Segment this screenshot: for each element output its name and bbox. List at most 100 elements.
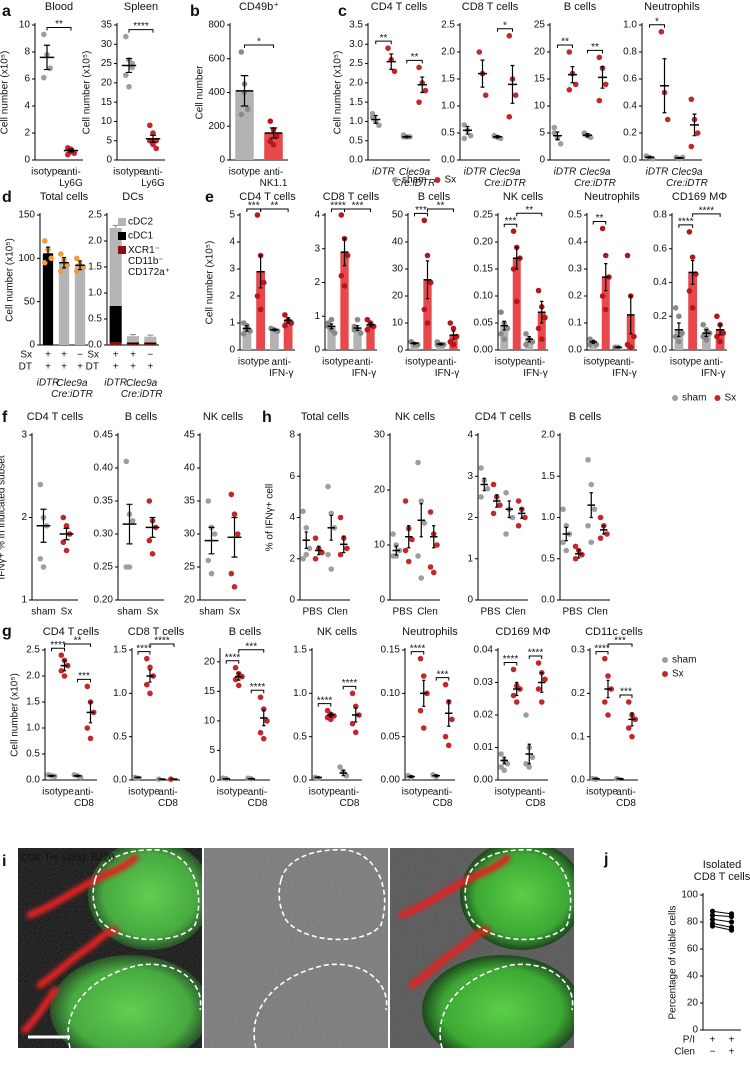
error-bar	[77, 260, 83, 271]
significance-label: ****	[330, 201, 346, 212]
y-axis-label: Cell number (x10⁵)	[5, 238, 16, 322]
x-tick-label: Clec9a Cre:iDTR	[121, 378, 163, 400]
y-tick-label: 1.0	[349, 116, 363, 127]
data-point	[325, 483, 331, 490]
significance-bracket	[607, 643, 633, 647]
y-tick-label: 0.40	[94, 463, 114, 474]
y-tick-label: 1	[21, 595, 27, 606]
data-point	[418, 575, 425, 581]
significance-bracket	[414, 212, 428, 217]
data-point	[349, 720, 356, 727]
y-tick-label: 0.0	[623, 155, 637, 166]
image-tile-merge	[18, 848, 202, 1048]
y-tick-label: 400	[208, 87, 225, 98]
y-tick-label: 45	[184, 430, 196, 441]
data-point	[526, 764, 533, 770]
y-tick-label: 1.5	[26, 697, 40, 708]
bar	[601, 277, 610, 350]
data-point	[585, 456, 591, 463]
significance-label: **	[270, 201, 278, 212]
y-tick-label: 0.6	[623, 74, 637, 85]
error-bar	[465, 125, 470, 135]
panel-letter: i	[2, 853, 6, 870]
x-tick-label: Clec9a Cre:iDTR	[484, 167, 526, 189]
data-point	[498, 309, 504, 316]
bar	[283, 320, 293, 350]
data-point	[482, 92, 489, 98]
chart-title: CD8 T cells	[128, 626, 185, 638]
error-bar	[112, 224, 119, 228]
data-point	[563, 547, 570, 554]
chart-title: B cells	[569, 411, 602, 423]
data-point	[596, 97, 603, 104]
panel-letter: g	[2, 623, 12, 640]
y-tick-label: 0.00	[474, 345, 494, 356]
y-tick-label: 60	[687, 944, 699, 955]
error-bar	[409, 775, 413, 778]
x-tick-label: PBS	[562, 607, 582, 618]
data-point	[591, 506, 598, 513]
data-point	[282, 312, 288, 318]
y-tick-label: 2.5	[349, 58, 363, 69]
data-point	[58, 251, 64, 257]
error-bar	[677, 322, 681, 338]
data-point	[484, 485, 491, 492]
error-bar	[231, 516, 238, 558]
error-bar	[718, 324, 722, 336]
data-point	[61, 673, 68, 679]
y-tick-label: 0.5	[541, 553, 555, 564]
data-point	[146, 537, 153, 544]
data-point	[349, 690, 356, 697]
significance-bracket	[260, 208, 289, 212]
y-axis-label: % of IFNγ+ cell	[265, 484, 276, 552]
y-tick-label: 2.0	[88, 236, 102, 247]
row-value: +	[61, 350, 67, 361]
chart-title: CD4 T cells	[239, 191, 296, 203]
chart-title: B cells	[418, 191, 451, 203]
data-point	[238, 111, 245, 118]
data-point	[676, 338, 682, 345]
y-tick-label: 2.5	[88, 210, 102, 221]
significance-label: ***	[78, 671, 90, 682]
data-point	[709, 912, 716, 918]
data-point	[535, 686, 542, 692]
error-bar	[329, 712, 333, 718]
data-point	[515, 498, 522, 504]
data-point	[300, 555, 306, 562]
significance-bracket	[678, 224, 694, 228]
y-tick-label: 3	[21, 430, 27, 441]
chart-title: B cells	[564, 1, 597, 13]
significance-bracket	[410, 651, 425, 655]
data-point	[331, 330, 338, 336]
error-bar	[692, 113, 697, 137]
significance-label: ***	[505, 216, 517, 227]
data-point	[58, 268, 64, 275]
y-tick-label: 10	[19, 20, 31, 31]
y-tick-label: 35	[184, 496, 196, 507]
y-tick-label: 10	[534, 101, 546, 112]
data-point	[714, 333, 720, 340]
error-bar	[495, 135, 500, 139]
significance-bracket	[427, 208, 454, 212]
significance-label: ***	[352, 201, 364, 212]
data-point	[560, 539, 566, 546]
y-axis-label: Cell number (x10⁵)	[333, 51, 344, 135]
error-bar	[404, 135, 409, 139]
error-bar	[75, 774, 80, 777]
y-tick-label: 8	[24, 47, 30, 58]
data-point	[415, 553, 421, 559]
paired-line	[712, 914, 732, 918]
error-bar	[342, 238, 347, 267]
y-tick-label: 0.8	[623, 47, 637, 58]
significance-bracket	[317, 703, 332, 707]
error-bar	[237, 672, 241, 681]
significance-label: ****	[154, 636, 170, 647]
data-point	[421, 520, 428, 526]
y-tick-label: 0.1	[568, 318, 582, 329]
data-point	[338, 272, 345, 279]
significance-label: ****	[225, 652, 241, 663]
data-point	[700, 321, 706, 328]
y-tick-label: 800	[208, 20, 225, 31]
row-value: +	[710, 1035, 716, 1046]
error-bar	[438, 342, 443, 346]
